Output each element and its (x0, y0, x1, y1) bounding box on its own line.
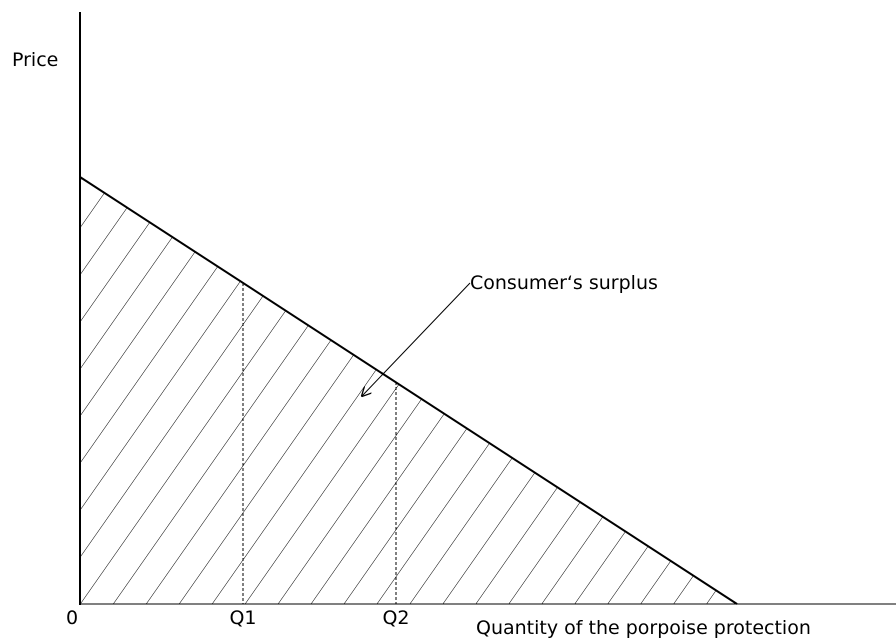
annotation-arrow (362, 282, 471, 396)
q2-label: Q2 (382, 607, 409, 629)
x-axis-label: Quantity of the porpoise protection (476, 617, 811, 638)
q1-label: Q1 (229, 607, 256, 629)
y-axis-label: Price (12, 49, 58, 71)
origin-label: 0 (66, 607, 78, 629)
annotation-label: Consumer‘s surplus (470, 272, 658, 294)
demand-line (79, 176, 738, 605)
